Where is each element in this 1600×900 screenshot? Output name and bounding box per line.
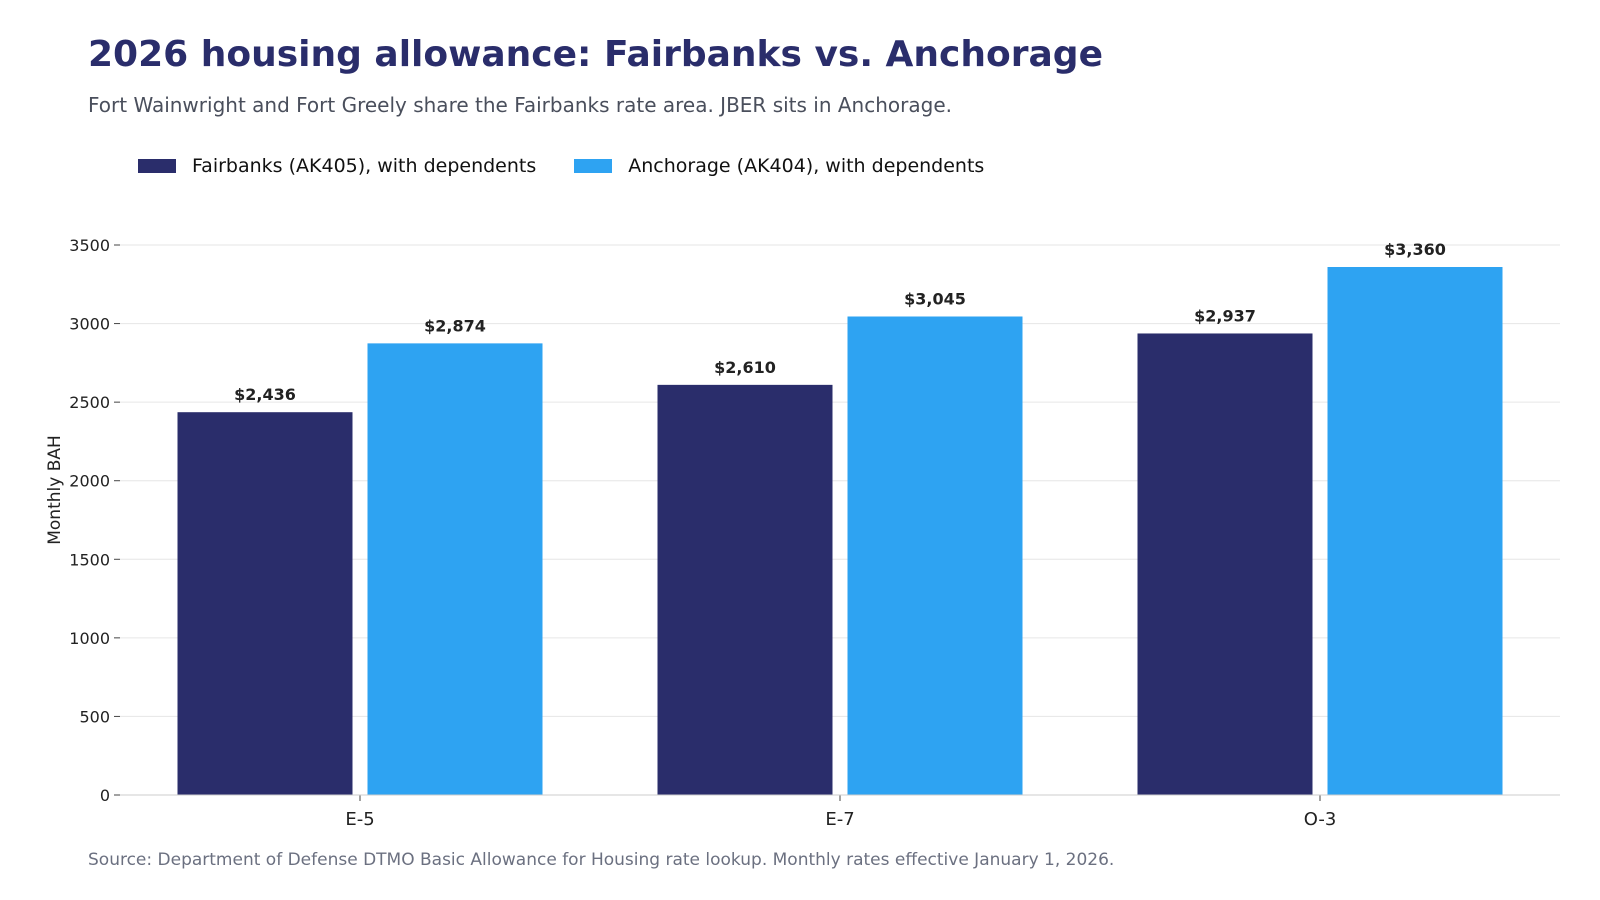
bar-anchorage-e-5 <box>367 343 543 795</box>
x-tick-label: E-5 <box>345 809 374 830</box>
y-tick-label: 500 <box>79 707 110 726</box>
y-tick-label: 1500 <box>69 550 110 569</box>
chart-title: 2026 housing allowance: Fairbanks vs. An… <box>88 34 1103 75</box>
y-tick-label: 2000 <box>69 472 110 491</box>
chart-subtitle: Fort Wainwright and Fort Greely share th… <box>88 93 952 117</box>
data-label: $2,436 <box>234 385 296 404</box>
x-tick-label: O-3 <box>1304 809 1337 830</box>
legend-swatch-anchorage <box>574 159 613 173</box>
bar-fairbanks-o-3 <box>1137 333 1313 795</box>
y-tick-label: 3500 <box>69 236 110 255</box>
data-label: $2,874 <box>424 316 486 335</box>
y-tick-label: 3000 <box>69 315 110 334</box>
legend-label-fairbanks: Fairbanks (AK405), with dependents <box>192 155 537 177</box>
data-label: $2,610 <box>714 358 776 377</box>
legend: Fairbanks (AK405), with dependents Ancho… <box>138 155 1022 177</box>
legend-label-anchorage: Anchorage (AK404), with dependents <box>628 155 985 177</box>
data-label: $2,937 <box>1194 306 1256 325</box>
data-label: $3,360 <box>1384 240 1446 259</box>
data-label: $3,045 <box>904 290 966 309</box>
bar-anchorage-e-7 <box>847 316 1023 795</box>
x-tick-label: E-7 <box>825 809 854 830</box>
source-note: Source: Department of Defense DTMO Basic… <box>88 850 1115 870</box>
legend-item-anchorage: Anchorage (AK404), with dependents <box>574 155 984 177</box>
legend-swatch-fairbanks <box>138 159 176 173</box>
bar-fairbanks-e-7 <box>657 384 833 795</box>
bar-fairbanks-e-5 <box>177 412 353 795</box>
y-axis-title: Monthly BAH <box>45 435 65 545</box>
y-tick-label: 2500 <box>69 393 110 412</box>
legend-item-fairbanks: Fairbanks (AK405), with dependents <box>138 155 536 177</box>
y-tick-label: 0 <box>100 786 110 805</box>
bar-anchorage-o-3 <box>1327 267 1503 795</box>
y-tick-label: 1000 <box>69 629 110 648</box>
